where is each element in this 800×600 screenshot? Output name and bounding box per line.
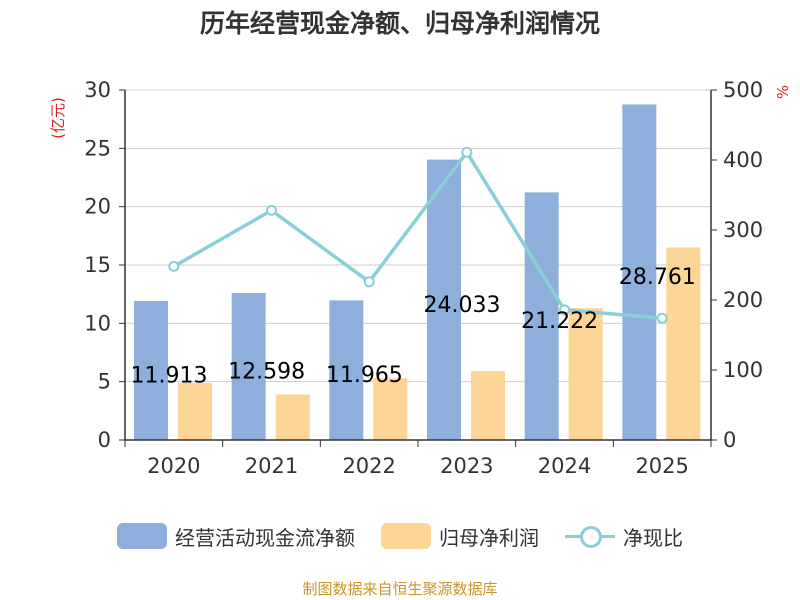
- bar-cashflow: [622, 104, 657, 440]
- point-cash-ratio: [266, 204, 277, 216]
- legend-label-cashflow: 经营活动现金流净额: [175, 525, 355, 550]
- bar-cashflow: [134, 301, 168, 440]
- data-label-cashflow: 24.033: [424, 293, 501, 318]
- x-tick-label: 2023: [440, 454, 493, 478]
- x-tick-label: 2021: [245, 454, 298, 478]
- legend: 经营活动现金流净额 归母净利润 净现比: [0, 516, 800, 556]
- y-right-tick-label: 400: [723, 148, 763, 172]
- legend-label-cash-ratio: 净现比: [623, 525, 683, 550]
- y-right-tick-label: 500: [723, 78, 763, 102]
- y-right-tick-label: 0: [723, 428, 736, 452]
- y-left-tick-label: 0: [98, 428, 111, 452]
- legend-item-net-profit[interactable]: 归母净利润: [381, 522, 539, 551]
- data-label-cashflow: 11.965: [326, 363, 403, 388]
- point-cash-ratio: [461, 146, 473, 158]
- data-label-cashflow: 11.913: [131, 364, 208, 389]
- data-label-cashflow: 21.222: [521, 309, 598, 334]
- point-cash-ratio: [559, 304, 570, 316]
- y-right-unit-label: %: [774, 85, 792, 99]
- bar-cashflow: [524, 192, 559, 440]
- y-right-tick-label: 100: [723, 358, 763, 382]
- y-left-unit-label: (亿元): [49, 97, 67, 139]
- legend-swatch-net-profit: [381, 523, 431, 549]
- y-right-tick-label: 300: [723, 218, 763, 242]
- data-label-cashflow: 28.761: [619, 265, 696, 290]
- y-left-tick-label: 5: [98, 370, 111, 394]
- bar-cashflow: [427, 159, 461, 441]
- data-label-cashflow: 12.598: [228, 360, 305, 385]
- bar-net-profit: [275, 394, 310, 440]
- legend-item-cash-ratio[interactable]: 净现比: [565, 522, 683, 551]
- point-cash-ratio: [168, 260, 180, 272]
- x-tick-label: 2020: [147, 454, 200, 478]
- x-tick-label: 2024: [538, 454, 591, 478]
- y-left-tick-label: 30: [84, 78, 111, 102]
- y-left-tick-label: 15: [84, 253, 111, 277]
- chart-svg: 历年经营现金净额、归母净利润情况(亿元)%0510152025300100200…: [49, 9, 792, 478]
- legend-label-net-profit: 归母净利润: [439, 525, 539, 550]
- bar-net-profit: [666, 247, 701, 440]
- legend-swatch-cashflow: [117, 523, 167, 549]
- legend-swatch-cash-ratio: [565, 523, 615, 549]
- legend-item-cashflow[interactable]: 经营活动现金流净额: [117, 522, 355, 551]
- bar-net-profit: [471, 371, 505, 440]
- y-left-tick-label: 10: [84, 311, 111, 335]
- y-left-tick-label: 20: [84, 195, 111, 219]
- point-cash-ratio: [656, 312, 668, 324]
- point-cash-ratio: [363, 276, 375, 288]
- bar-net-profit: [568, 308, 603, 440]
- x-tick-label: 2022: [342, 454, 395, 478]
- source-note: 制图数据来自恒生聚源数据库: [302, 580, 498, 598]
- line-cash-ratio: [172, 150, 663, 320]
- y-right-tick-label: 200: [723, 288, 763, 312]
- bar-net-profit: [373, 378, 408, 440]
- bar-net-profit: [178, 382, 212, 440]
- y-left-tick-label: 25: [84, 136, 111, 160]
- chart-title: 历年经营现金净额、归母净利润情况: [200, 9, 600, 38]
- x-tick-label: 2025: [635, 454, 688, 478]
- bar-cashflow: [231, 293, 266, 440]
- bar-cashflow: [329, 300, 364, 440]
